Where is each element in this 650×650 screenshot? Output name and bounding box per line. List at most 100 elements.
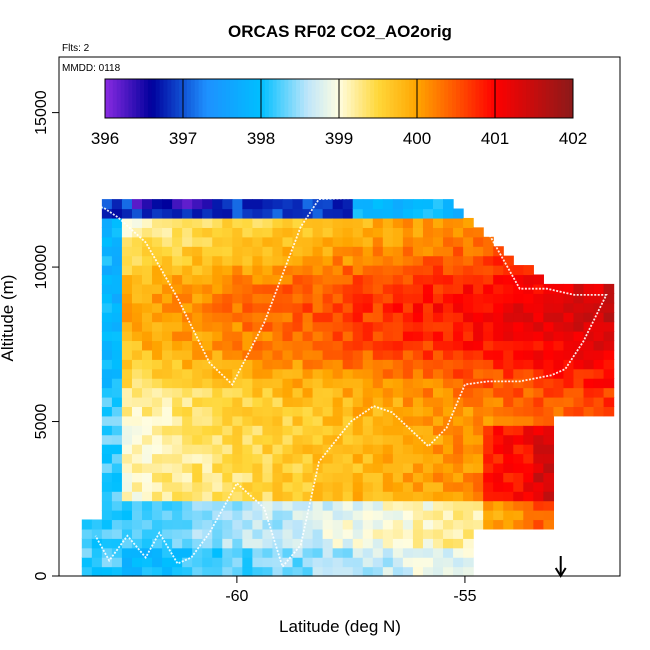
heatmap-cell — [332, 491, 344, 502]
heatmap-cell — [493, 472, 504, 483]
heatmap-cell — [262, 227, 274, 238]
heatmap-cell — [182, 217, 193, 228]
heatmap-cell — [443, 415, 454, 426]
heatmap-cell — [352, 227, 364, 238]
heatmap-cell — [242, 359, 253, 370]
colorbar-segment — [222, 79, 227, 118]
heatmap-cell — [342, 265, 354, 276]
heatmap-cell — [121, 340, 133, 351]
heatmap-cell — [131, 217, 143, 228]
heatmap-cell — [312, 349, 324, 360]
heatmap-cell — [342, 321, 354, 332]
heatmap-cell — [282, 340, 294, 351]
heatmap-cell — [142, 396, 153, 407]
heatmap-cell — [463, 321, 474, 332]
heatmap-cell — [152, 208, 163, 219]
heatmap-cell — [111, 481, 123, 492]
heatmap-cell — [272, 312, 284, 323]
heatmap-cell — [392, 331, 404, 342]
heatmap-cell — [372, 519, 384, 530]
heatmap-cell — [292, 481, 304, 492]
heatmap-cell — [162, 500, 173, 511]
heatmap-cell — [302, 368, 314, 379]
heatmap-cell — [222, 547, 233, 558]
heatmap-cell — [402, 425, 414, 436]
heatmap-cell — [362, 491, 374, 502]
heatmap-cell — [352, 368, 364, 379]
heatmap-cell — [282, 425, 294, 436]
heatmap-cell — [192, 557, 203, 568]
heatmap-cell — [342, 557, 354, 568]
heatmap-cell — [232, 208, 243, 219]
heatmap-cell — [131, 481, 143, 492]
heatmap-cell — [292, 387, 304, 398]
heatmap-cell — [342, 293, 354, 304]
heatmap-cell — [523, 359, 534, 370]
heatmap-cell — [212, 378, 223, 389]
heatmap-cell — [101, 227, 113, 238]
colorbar-segment — [327, 79, 332, 118]
heatmap-cell — [152, 293, 163, 304]
heatmap-cell — [152, 566, 163, 577]
heatmap-cell — [322, 500, 334, 511]
heatmap-cell — [372, 453, 384, 464]
heatmap-cell — [142, 538, 153, 549]
heatmap-cell — [192, 387, 203, 398]
heatmap-cell — [182, 302, 193, 313]
heatmap-cell — [483, 444, 494, 455]
heatmap-cell — [573, 359, 585, 370]
heatmap-cell — [483, 387, 494, 398]
heatmap-cell — [242, 500, 253, 511]
heatmap-cell — [503, 312, 514, 323]
colorbar-segment — [393, 79, 398, 118]
heatmap-cell — [172, 293, 183, 304]
heatmap-cell — [603, 368, 615, 379]
heatmap-cell — [152, 510, 163, 521]
heatmap-cell — [101, 265, 113, 276]
heatmap-cell — [443, 255, 454, 266]
x-tick-label: -60 — [225, 588, 248, 605]
heatmap-cell — [332, 566, 344, 577]
colorbar-segment — [253, 79, 258, 118]
heatmap-cell — [433, 283, 444, 294]
heatmap-cell — [111, 274, 123, 285]
heatmap-cell — [443, 359, 454, 370]
heatmap-cell — [473, 444, 484, 455]
heatmap-cell — [242, 378, 253, 389]
heatmap-cell — [493, 359, 504, 370]
heatmap-cell — [453, 236, 464, 247]
heatmap-cell — [232, 462, 243, 473]
heatmap-cell — [252, 425, 264, 436]
heatmap-cell — [262, 312, 274, 323]
colorbar-tick-label: 401 — [481, 129, 509, 148]
heatmap-cell — [463, 566, 474, 577]
heatmap-cell — [543, 406, 555, 417]
heatmap-cell — [372, 208, 384, 219]
colorbar-segment — [374, 79, 379, 118]
heatmap-cell — [342, 434, 354, 445]
heatmap-cell — [593, 349, 605, 360]
heatmap-cell — [473, 500, 484, 511]
heatmap-cell — [222, 387, 233, 398]
heatmap-cell — [342, 331, 354, 342]
heatmap-cell — [493, 331, 504, 342]
heatmap-cell — [272, 387, 284, 398]
heatmap-cell — [352, 378, 364, 389]
heatmap-cell — [342, 547, 354, 558]
heatmap-cell — [212, 217, 223, 228]
heatmap-cell — [362, 227, 374, 238]
heatmap-cell — [583, 321, 595, 332]
heatmap-cell — [433, 519, 444, 530]
heatmap-cell — [202, 293, 213, 304]
colorbar-segment — [557, 79, 562, 118]
heatmap-cell — [142, 321, 153, 332]
heatmap-cell — [262, 538, 274, 549]
heatmap-cell — [352, 387, 364, 398]
heatmap-cell — [372, 472, 384, 483]
heatmap-cell — [162, 208, 173, 219]
heatmap-cell — [202, 406, 213, 417]
heatmap-cell — [332, 547, 344, 558]
heatmap-cell — [262, 557, 274, 568]
heatmap-cell — [342, 274, 354, 285]
heatmap-cell — [172, 349, 183, 360]
